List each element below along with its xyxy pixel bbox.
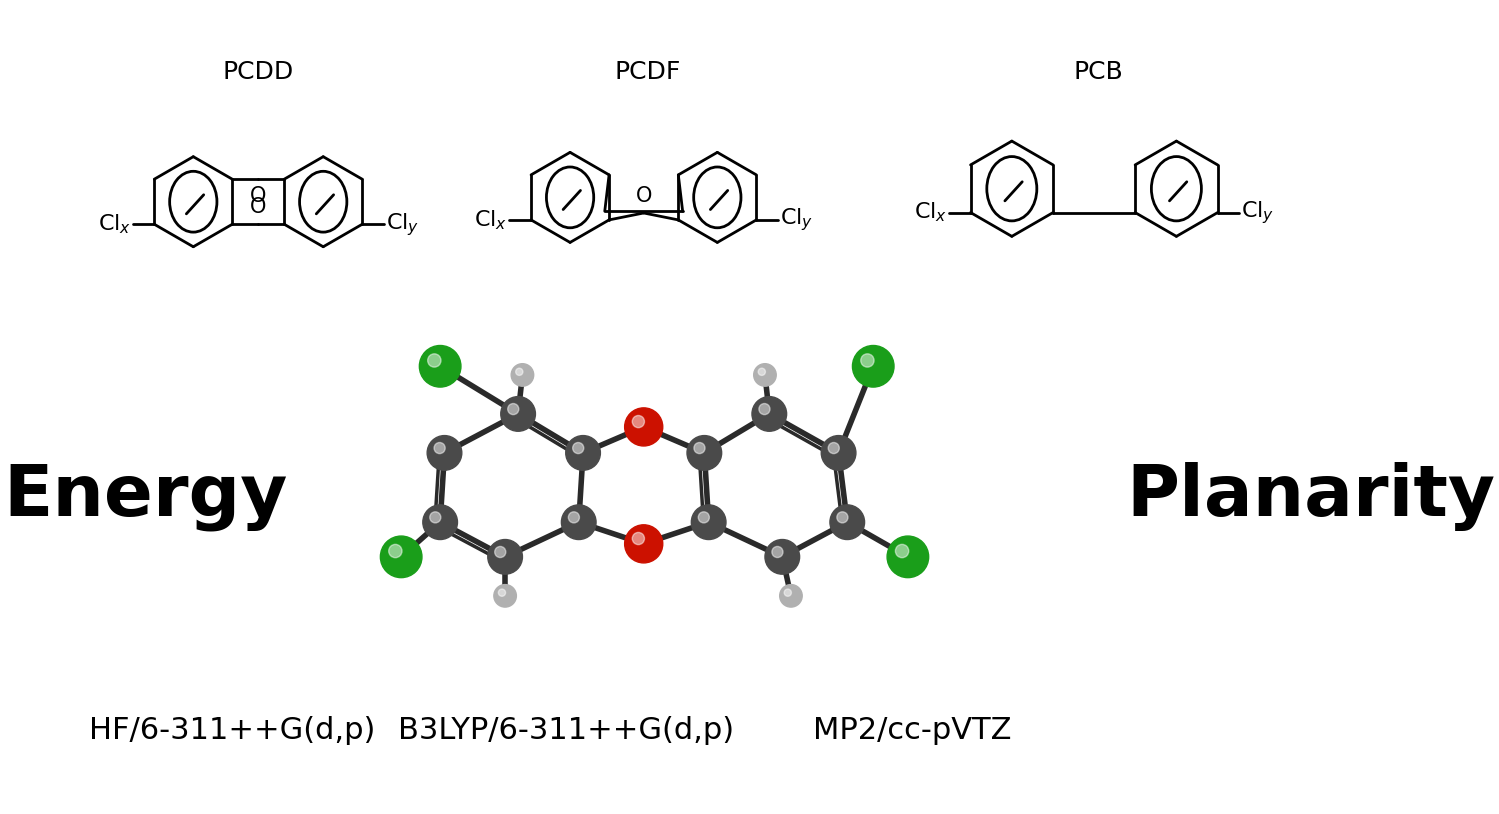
Circle shape — [498, 589, 505, 597]
Circle shape — [772, 546, 782, 558]
Circle shape — [752, 396, 787, 431]
Circle shape — [423, 505, 457, 540]
Circle shape — [493, 584, 516, 607]
Circle shape — [633, 415, 645, 427]
Circle shape — [420, 345, 460, 387]
Circle shape — [895, 545, 908, 558]
Text: O: O — [636, 186, 652, 206]
Text: O: O — [250, 197, 267, 217]
Circle shape — [758, 368, 766, 375]
Circle shape — [625, 408, 663, 446]
Text: Planarity: Planarity — [1126, 462, 1495, 531]
Circle shape — [573, 443, 583, 453]
Circle shape — [853, 345, 893, 387]
Text: PCB: PCB — [1073, 59, 1123, 84]
Circle shape — [784, 589, 791, 597]
Circle shape — [381, 536, 421, 578]
Text: Cl$_y$: Cl$_y$ — [385, 211, 418, 238]
Circle shape — [821, 435, 856, 470]
Circle shape — [508, 404, 519, 414]
Text: Energy: Energy — [3, 462, 288, 531]
Circle shape — [754, 364, 776, 386]
Circle shape — [758, 404, 770, 414]
Text: Cl$_x$: Cl$_x$ — [914, 201, 947, 225]
Circle shape — [625, 525, 663, 563]
Circle shape — [565, 435, 601, 470]
Circle shape — [388, 545, 402, 558]
Text: Cl$_y$: Cl$_y$ — [1241, 199, 1274, 226]
Circle shape — [430, 512, 441, 523]
Circle shape — [860, 354, 874, 367]
Text: PCDF: PCDF — [615, 59, 681, 84]
Circle shape — [830, 505, 865, 540]
Circle shape — [836, 512, 848, 523]
Text: O: O — [250, 186, 267, 206]
Circle shape — [694, 443, 705, 453]
Text: MP2/cc-pVTZ: MP2/cc-pVTZ — [812, 716, 1012, 745]
Circle shape — [687, 435, 721, 470]
Text: Cl$_y$: Cl$_y$ — [779, 207, 812, 234]
Circle shape — [887, 536, 929, 578]
Circle shape — [699, 512, 709, 523]
Text: Cl$_x$: Cl$_x$ — [97, 212, 130, 236]
Circle shape — [511, 364, 534, 386]
Circle shape — [633, 532, 645, 545]
Circle shape — [516, 368, 523, 375]
Text: HF/6-311++G(d,p): HF/6-311++G(d,p) — [88, 716, 375, 745]
Text: PCDD: PCDD — [223, 59, 294, 84]
Circle shape — [764, 540, 799, 574]
Circle shape — [487, 540, 523, 574]
Circle shape — [495, 546, 505, 558]
Circle shape — [501, 396, 535, 431]
Circle shape — [427, 435, 462, 470]
Text: B3LYP/6-311++G(d,p): B3LYP/6-311++G(d,p) — [397, 716, 735, 745]
Circle shape — [435, 443, 445, 453]
Circle shape — [427, 354, 441, 367]
Circle shape — [691, 505, 726, 540]
Circle shape — [827, 443, 839, 453]
Circle shape — [562, 505, 597, 540]
Circle shape — [568, 512, 580, 523]
Circle shape — [779, 584, 802, 607]
Text: Cl$_x$: Cl$_x$ — [475, 208, 508, 232]
